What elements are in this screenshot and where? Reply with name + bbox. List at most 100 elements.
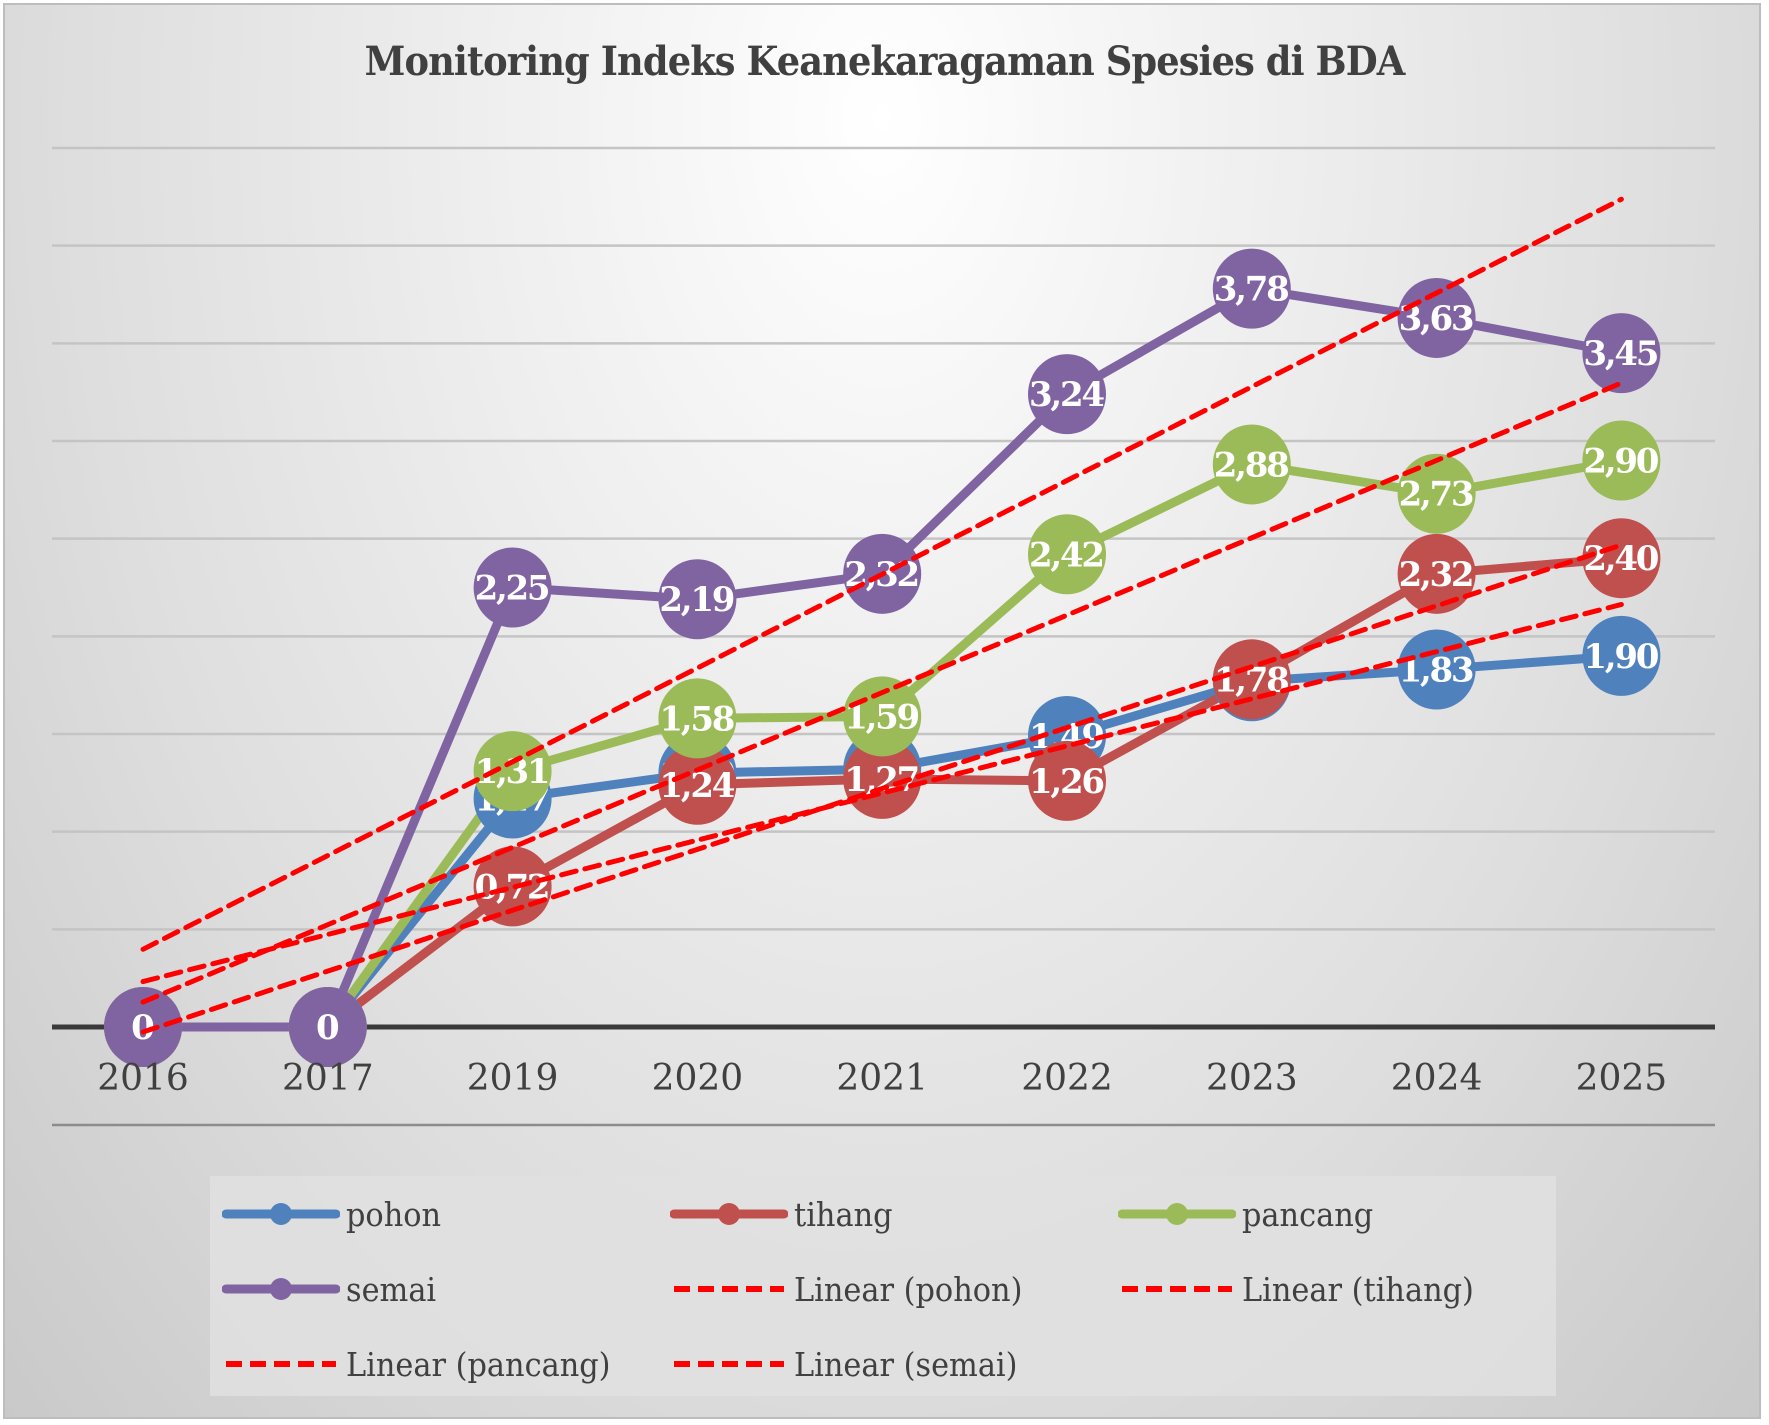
data-point-pancang: 1,58 xyxy=(658,678,737,759)
legend-label: pohon xyxy=(346,1194,442,1234)
legend-item-linear-semai: Linear (semai) xyxy=(670,1344,1037,1384)
marker-semai xyxy=(288,987,367,1067)
legend-swatch-pohon xyxy=(222,1203,340,1225)
data-point-pancang: 1,59 xyxy=(843,676,922,757)
legend-swatch-linear-semai xyxy=(674,1361,784,1367)
data-point-pancang: 2,42 xyxy=(1028,514,1106,595)
legend-item-pancang: pancang xyxy=(1118,1194,1385,1234)
marker-semai xyxy=(658,559,737,640)
data-point-tihang: 2,32 xyxy=(1397,533,1476,614)
data-label: 1,31 xyxy=(475,752,551,792)
data-point-semai: 3,63 xyxy=(1397,277,1476,358)
data-point-pancang: 1,31 xyxy=(473,731,552,812)
marker-pohon xyxy=(1582,615,1661,696)
legend-label: Linear (semai) xyxy=(794,1344,1018,1384)
data-label: 2,90 xyxy=(1583,442,1659,482)
data-point-pohon: 1,90 xyxy=(1582,615,1661,696)
data-label: 1,58 xyxy=(659,699,735,739)
marker-pancang xyxy=(658,678,737,759)
legend-item-tihang: tihang xyxy=(670,1194,901,1234)
legend-label: semai xyxy=(346,1269,437,1309)
marker-tihang xyxy=(658,744,737,825)
data-point-semai: 0 xyxy=(104,987,182,1067)
x-axis-tick-labels: 2016 2017 2019 2020 2021 2022 2023 2024 2025 xyxy=(97,1058,1667,1099)
marker-semai xyxy=(473,547,552,628)
legend-item-linear-pohon: Linear (pohon) xyxy=(670,1269,1042,1309)
data-point-tihang: 1,26 xyxy=(1028,740,1106,821)
data-label: 3,24 xyxy=(1029,375,1105,415)
marker-tihang xyxy=(1582,518,1661,599)
data-label: 2,19 xyxy=(659,580,735,620)
data-label: 2,32 xyxy=(1399,555,1475,595)
marker-semai xyxy=(1212,248,1291,329)
x-tick-label: 2025 xyxy=(1576,1058,1668,1099)
x-tick-label: 2016 xyxy=(97,1058,189,1099)
data-point-semai: 3,24 xyxy=(1028,354,1106,435)
legend-swatch-linear-pohon xyxy=(674,1286,784,1292)
x-tick-label: 2021 xyxy=(836,1058,928,1099)
trendlines xyxy=(140,196,1624,1035)
marker-pancang xyxy=(1028,514,1106,595)
data-label: 0 xyxy=(131,1008,155,1048)
legend-label: Linear (pohon) xyxy=(794,1269,1023,1309)
data-label: 0 xyxy=(316,1008,340,1048)
legend-label: pancang xyxy=(1242,1194,1374,1234)
trendline-tihang xyxy=(140,542,1624,1035)
data-point-tihang: 1,24 xyxy=(658,744,737,825)
legend-label: tihang xyxy=(794,1194,893,1234)
marker-tihang xyxy=(1028,740,1106,821)
x-tick-label: 2017 xyxy=(282,1058,374,1099)
data-label: 3,45 xyxy=(1583,334,1659,374)
x-tick-label: 2024 xyxy=(1391,1058,1483,1099)
marker-pancang xyxy=(1397,453,1476,534)
x-tick-label: 2022 xyxy=(1021,1058,1113,1099)
data-point-pohon: 1,83 xyxy=(1397,629,1476,710)
data-label: 2,73 xyxy=(1399,475,1475,515)
marker-semai xyxy=(1028,354,1106,435)
data-point-pancang: 2,88 xyxy=(1212,424,1291,505)
legend: pohon tihang pancang semai Linear (pohon… xyxy=(210,1176,1556,1396)
legend-item-linear-tihang: Linear (tihang) xyxy=(1118,1269,1494,1309)
data-label: 2,40 xyxy=(1583,539,1659,579)
series-markers: 001,171,301,321,491,771,831,90000,721,24… xyxy=(104,248,1661,1067)
marker-semai xyxy=(1582,313,1661,394)
x-tick-label: 2023 xyxy=(1206,1058,1298,1099)
marker-tihang xyxy=(1397,533,1476,614)
legend-item-pohon: pohon xyxy=(222,1194,449,1234)
data-point-semai: 2,19 xyxy=(658,559,737,640)
legend-swatch-semai xyxy=(222,1278,340,1300)
data-label: 2,25 xyxy=(475,569,551,609)
legend-swatch-tihang xyxy=(670,1203,788,1225)
data-label: 1,26 xyxy=(1029,762,1105,802)
data-label: 2,88 xyxy=(1214,445,1290,485)
trendline-pohon xyxy=(140,601,1624,985)
data-point-pancang: 2,90 xyxy=(1582,420,1661,501)
legend-swatch-linear-pancang xyxy=(226,1361,336,1367)
trendline-semai xyxy=(140,196,1624,952)
data-point-semai: 2,25 xyxy=(473,547,552,628)
x-tick-label: 2020 xyxy=(652,1058,744,1099)
trendline-pancang xyxy=(140,380,1624,1005)
data-point-tihang: 2,40 xyxy=(1582,518,1661,599)
data-label: 3,78 xyxy=(1214,270,1290,310)
legend-swatch-pancang xyxy=(1118,1203,1236,1225)
chart-title: Monitoring Indeks Keanekaragaman Spesies… xyxy=(364,38,1406,85)
legend-swatch-linear-tihang xyxy=(1122,1286,1232,1292)
marker-semai xyxy=(1397,277,1476,358)
data-label: 2,42 xyxy=(1029,535,1105,575)
data-label: 1,90 xyxy=(1583,637,1659,677)
data-point-semai: 3,78 xyxy=(1212,248,1291,329)
marker-semai xyxy=(104,987,182,1067)
x-tick-label: 2019 xyxy=(467,1058,559,1099)
legend-item-semai: semai xyxy=(222,1269,444,1309)
legend-item-linear-pancang: Linear (pancang) xyxy=(222,1344,634,1384)
marker-pohon xyxy=(1397,629,1476,710)
legend-label: Linear (tihang) xyxy=(1242,1269,1474,1309)
marker-pancang xyxy=(1212,424,1291,505)
legend-label: Linear (pancang) xyxy=(346,1344,611,1384)
marker-pancang xyxy=(1582,420,1661,501)
data-point-pancang: 2,73 xyxy=(1397,453,1476,534)
marker-pancang xyxy=(843,676,922,757)
data-point-semai: 3,45 xyxy=(1582,313,1661,394)
